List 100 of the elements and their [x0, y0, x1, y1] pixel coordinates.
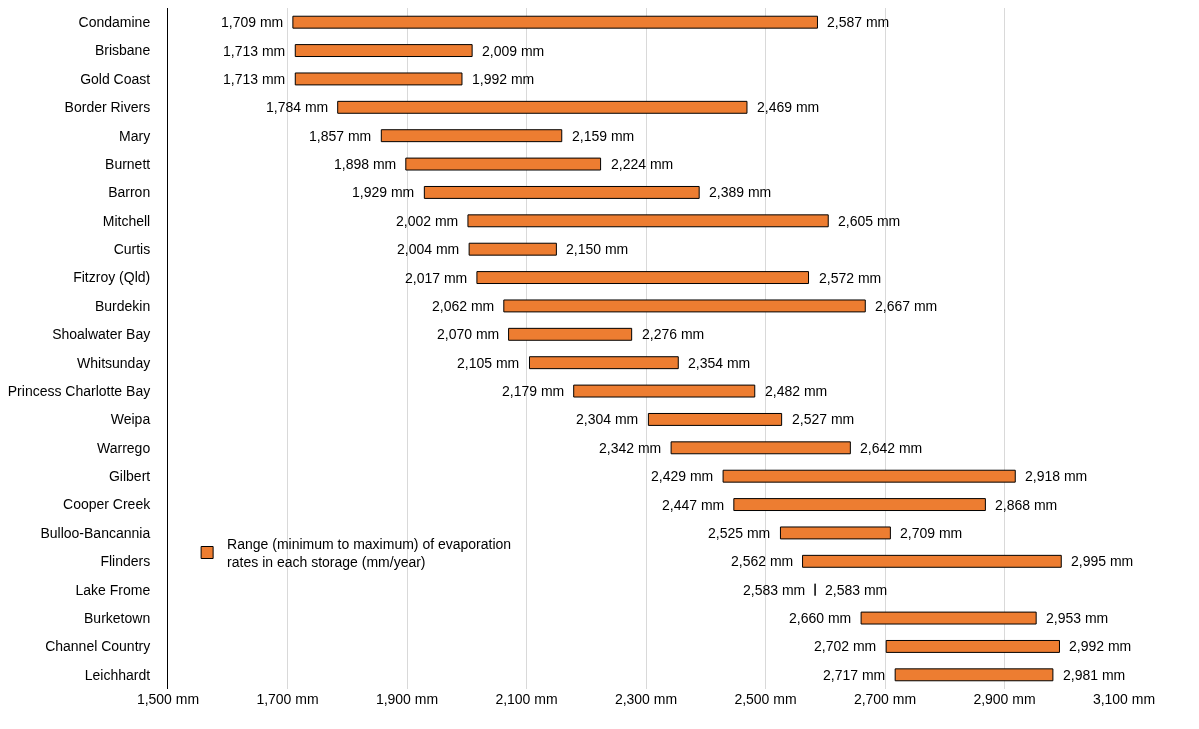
- annotation: 2,342 mm: [599, 440, 662, 456]
- annotation: 2,017 mm: [405, 270, 468, 286]
- y-tick-label: Brisbane: [94, 42, 151, 59]
- annotation: 2,447 mm: [662, 497, 725, 513]
- bar: [894, 668, 1054, 682]
- bar: [528, 356, 679, 370]
- annotation: 2,702 mm: [814, 638, 877, 654]
- y-tick-label: Warrego: [97, 439, 151, 456]
- y-tick-label: Weipa: [110, 411, 151, 428]
- bar: [503, 299, 866, 313]
- annotation: 2,482 mm: [765, 383, 828, 399]
- bar: [476, 271, 810, 285]
- bar: [670, 441, 851, 455]
- annotation: 2,004 mm: [397, 241, 460, 257]
- bar: [860, 611, 1037, 625]
- annotation: 2,953 mm: [1046, 610, 1109, 626]
- annotation: 2,276 mm: [642, 326, 705, 342]
- y-tick-label: Shoalwater Bay: [52, 326, 151, 343]
- bar: [647, 412, 783, 426]
- annotation: 2,070 mm: [437, 326, 500, 342]
- y-tick-label: Leichhardt: [84, 666, 151, 683]
- annotation: 1,929 mm: [352, 184, 415, 200]
- annotation: 1,992 mm: [472, 71, 535, 87]
- x-tick-label: 1,500 mm: [136, 691, 200, 707]
- annotation: 1,857 mm: [309, 128, 372, 144]
- annotation: 2,583 mm: [825, 582, 888, 598]
- x-tick-label: 2,700 mm: [853, 691, 917, 707]
- y-tick-label: Channel Country: [45, 638, 151, 655]
- x-tick-label: 3,100 mm: [1092, 691, 1156, 707]
- bar: [294, 72, 463, 86]
- bar: [573, 384, 756, 398]
- bar: [779, 526, 891, 540]
- bar: [467, 214, 829, 228]
- annotation: 2,159 mm: [572, 128, 635, 144]
- annotation: 2,918 mm: [1025, 468, 1088, 484]
- annotation: 2,562 mm: [731, 553, 794, 569]
- y-tick-label: Flinders: [100, 553, 151, 570]
- annotation: 2,995 mm: [1071, 553, 1134, 569]
- bar: [292, 15, 818, 29]
- y-tick-label: Mary: [119, 127, 151, 144]
- bar: [733, 498, 986, 512]
- bar: [508, 327, 633, 341]
- annotation: 2,389 mm: [709, 184, 772, 200]
- annotation: 2,868 mm: [995, 497, 1058, 513]
- annotation: 1,713 mm: [223, 71, 286, 87]
- annotation: 1,709 mm: [221, 14, 284, 30]
- annotation: 2,150 mm: [566, 241, 629, 257]
- y-tick-label: Mitchell: [102, 212, 151, 229]
- annotation: 2,572 mm: [819, 270, 882, 286]
- annotation: 2,642 mm: [860, 440, 923, 456]
- x-tick-label: 2,100 mm: [495, 691, 558, 707]
- annotation: 2,009 mm: [482, 43, 545, 59]
- annotation: 2,527 mm: [792, 411, 855, 427]
- bar: [294, 44, 473, 58]
- annotation: 2,429 mm: [651, 468, 714, 484]
- y-tick-label: Burdekin: [94, 297, 151, 314]
- x-tick-label: 1,900 mm: [375, 691, 439, 707]
- annotation: 2,062 mm: [432, 298, 495, 314]
- annotation: 1,784 mm: [266, 99, 329, 115]
- bar: [423, 185, 700, 199]
- y-tick-label: Barron: [108, 184, 151, 201]
- y-tick-label: Curtis: [113, 241, 151, 258]
- y-tick-label: Gilbert: [108, 468, 151, 485]
- annotation: 2,224 mm: [611, 156, 674, 172]
- y-tick-label: Condamine: [78, 14, 151, 31]
- annotation: 2,469 mm: [757, 99, 820, 115]
- y-tick-label: Cooper Creek: [63, 496, 152, 513]
- x-tick-label: 2,900 mm: [973, 691, 1036, 707]
- bar: [885, 639, 1060, 653]
- bar: [337, 100, 748, 114]
- annotation: 2,709 mm: [900, 525, 963, 541]
- annotation: 2,605 mm: [838, 213, 901, 229]
- x-tick-label: 2,300 mm: [614, 691, 678, 707]
- bar: [802, 554, 1062, 568]
- y-tick-label: Burnett: [105, 155, 151, 172]
- annotation: 2,354 mm: [688, 355, 751, 371]
- bar: [722, 469, 1016, 483]
- annotation: 1,713 mm: [223, 43, 286, 59]
- y-tick-label: Lake Frome: [75, 581, 151, 598]
- bar: [468, 242, 557, 256]
- annotation: 2,981 mm: [1063, 667, 1126, 683]
- annotation: 2,002 mm: [396, 213, 459, 229]
- annotation: 2,667 mm: [875, 298, 938, 314]
- annotation: 2,304 mm: [576, 411, 639, 427]
- annotation: 2,525 mm: [708, 525, 771, 541]
- annotation: 2,179 mm: [502, 383, 565, 399]
- bar: [380, 129, 563, 143]
- annotation: 2,660 mm: [789, 610, 852, 626]
- y-tick-label: Gold Coast: [80, 70, 151, 87]
- y-tick-label: Fitzroy (Qld): [73, 269, 151, 286]
- bar: [405, 157, 602, 171]
- annotation: 2,717 mm: [823, 667, 886, 683]
- y-tick-label: Burketown: [84, 609, 151, 626]
- annotation: 2,583 mm: [743, 582, 806, 598]
- annotation: 2,105 mm: [457, 355, 520, 371]
- y-tick-label: Princess Charlotte Bay: [7, 382, 151, 399]
- y-tick-label: Border Rivers: [64, 99, 151, 116]
- annotation: 2,587 mm: [827, 14, 890, 30]
- y-tick-label: Whitsunday: [77, 354, 151, 371]
- x-tick-label: 2,500 mm: [734, 691, 797, 707]
